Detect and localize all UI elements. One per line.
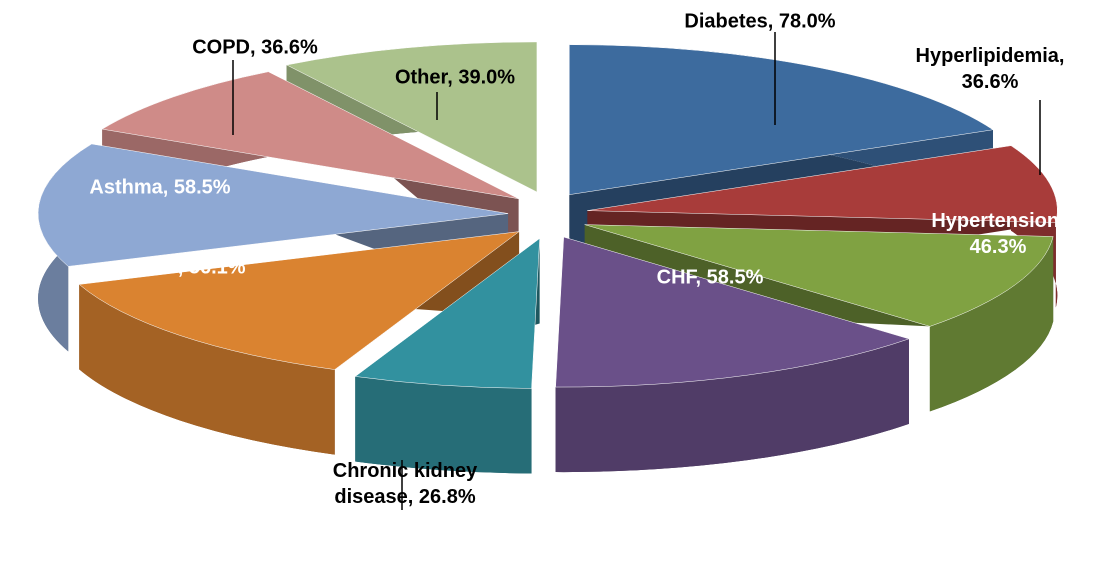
- slice: [78, 231, 521, 370]
- data-label: Chronic kidney disease, 26.8%: [333, 460, 478, 508]
- data-label: CAD, 56.1%: [134, 256, 245, 278]
- slice: [569, 44, 994, 195]
- slice: [555, 236, 910, 388]
- slice: [285, 41, 538, 193]
- slice: [37, 143, 509, 267]
- slice: [101, 71, 519, 199]
- data-label: Diabetes, 78.0%: [684, 10, 835, 32]
- data-label: COPD, 36.6%: [192, 36, 318, 58]
- data-label: Hyperlipidemia, 36.6%: [916, 45, 1065, 93]
- slice: [354, 237, 540, 389]
- pie: [37, 41, 1058, 474]
- slice: [584, 224, 1054, 327]
- data-label: CHF, 58.5%: [657, 266, 764, 288]
- slice-side: [355, 376, 532, 474]
- data-label: Other, 39.0%: [395, 66, 515, 88]
- slice-side: [79, 284, 335, 455]
- data-label: Hypertension, 46.3%: [931, 210, 1064, 258]
- data-label: Asthma, 58.5%: [89, 176, 230, 198]
- slice-side: [555, 338, 909, 473]
- slice: [587, 145, 1058, 223]
- slice-side: [929, 236, 1054, 412]
